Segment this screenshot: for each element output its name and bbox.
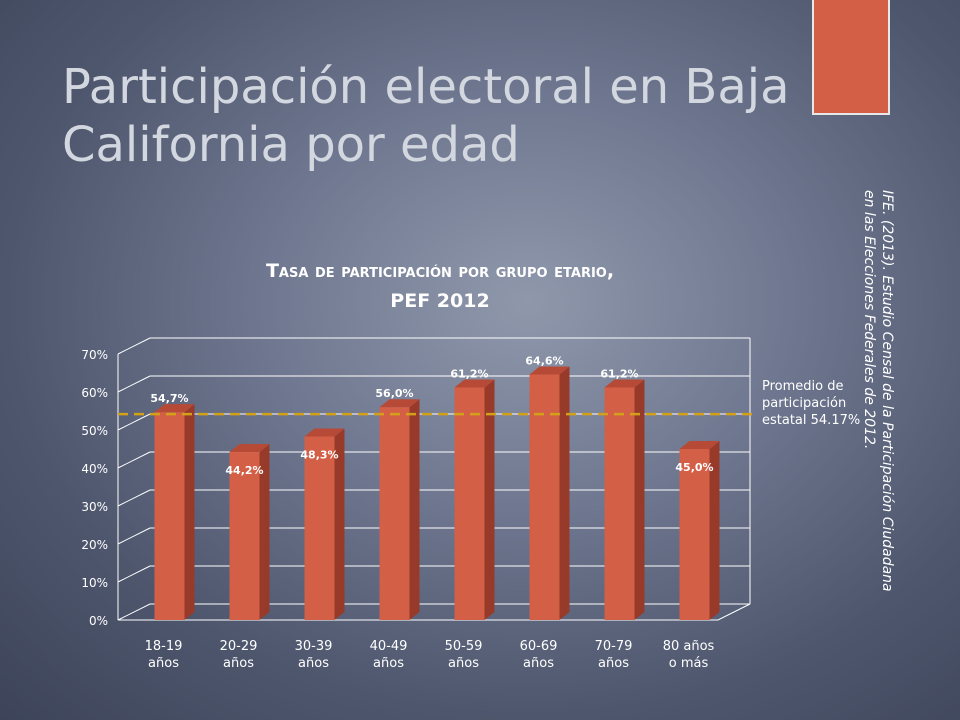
gridline-diagonal <box>117 337 151 355</box>
y-tick-label: 40% <box>81 462 108 476</box>
data-label: 61,2% <box>450 367 488 380</box>
x-tick-label: 20-29 años <box>220 639 258 671</box>
bar-top <box>679 441 720 449</box>
y-tick-label: 10% <box>81 576 108 590</box>
bar-side <box>709 441 720 620</box>
bar-side <box>259 444 270 620</box>
bar <box>229 452 260 620</box>
x-tick-label: 80 años o más <box>663 639 715 671</box>
bar-side <box>184 404 195 620</box>
bar-side <box>484 379 495 620</box>
y-tick-label: 20% <box>81 538 108 552</box>
bar-top <box>529 366 570 375</box>
bar-side <box>634 379 645 620</box>
plot-floor <box>117 603 751 621</box>
y-tick-label: 50% <box>81 424 108 438</box>
data-label: 64,6% <box>525 355 563 368</box>
data-label: 61,2% <box>600 367 638 380</box>
bar-top <box>229 444 270 453</box>
data-label: 54,7% <box>150 392 188 405</box>
chart-title-line2: PEF 2012 <box>390 290 490 312</box>
bar-top <box>304 428 345 437</box>
bar-top <box>604 379 645 388</box>
gridline-diagonal <box>117 489 151 507</box>
data-label: 56,0% <box>375 387 413 400</box>
bar <box>379 407 410 620</box>
bar-top <box>379 399 420 408</box>
bar <box>304 436 335 620</box>
gridline-diagonal <box>117 565 151 583</box>
data-label: 45,0% <box>675 461 713 474</box>
bar-top <box>454 379 495 388</box>
gridline-diagonal <box>117 375 151 393</box>
chart-title: Tasa de participación por grupo etario, … <box>130 256 750 316</box>
x-tick-label: 60-69 años <box>520 639 558 671</box>
x-tick-label: 70-79 años <box>595 639 633 671</box>
x-tick-label: 30-39 años <box>295 639 333 671</box>
chart-title-line1: Tasa de participación por grupo etario, <box>265 260 615 282</box>
bar-top <box>154 404 195 413</box>
y-tick-label: 70% <box>81 348 108 362</box>
bar-side <box>559 366 570 620</box>
bar <box>454 387 485 620</box>
gridline-diagonal <box>117 527 151 545</box>
bar-side <box>334 428 345 620</box>
bar <box>529 374 560 620</box>
y-tick-label: 30% <box>81 500 108 514</box>
accent-bar <box>812 0 890 115</box>
x-tick-label: 18-19 años <box>145 639 183 671</box>
x-tick-label: 40-49 años <box>370 639 408 671</box>
x-tick-label: 50-59 años <box>445 639 483 671</box>
bar-side <box>409 399 420 620</box>
gridline-diagonal <box>117 413 151 431</box>
bar <box>154 412 185 620</box>
bar <box>679 449 710 620</box>
data-label: 44,2% <box>225 464 263 477</box>
bar <box>604 387 635 620</box>
y-tick-label: 60% <box>81 386 108 400</box>
average-note: Promedio de participación estatal 54.17% <box>762 379 861 428</box>
data-label: 48,3% <box>300 448 338 461</box>
gridline-diagonal <box>117 451 151 469</box>
slide-title: Participación electoral en Baja Californ… <box>62 59 790 173</box>
y-tick-label: 0% <box>89 614 108 628</box>
